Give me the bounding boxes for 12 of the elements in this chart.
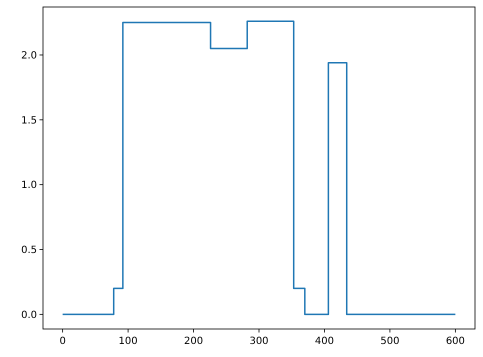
y-tick-label: 0.0 <box>21 310 37 321</box>
x-tick-label: 0 <box>59 336 66 347</box>
y-tick-label: 0.5 <box>21 245 37 256</box>
x-tick-label: 600 <box>446 336 465 347</box>
y-tick-label: 1.5 <box>21 115 37 126</box>
x-tick-label: 400 <box>314 336 334 347</box>
x-tick-label: 500 <box>380 336 400 347</box>
x-tick-label: 200 <box>184 336 204 347</box>
x-tick-label: 100 <box>118 336 138 347</box>
y-tick-label: 1.0 <box>21 180 37 192</box>
y-tick-label: 2.0 <box>21 50 37 62</box>
x-tick-label: 300 <box>249 336 269 347</box>
